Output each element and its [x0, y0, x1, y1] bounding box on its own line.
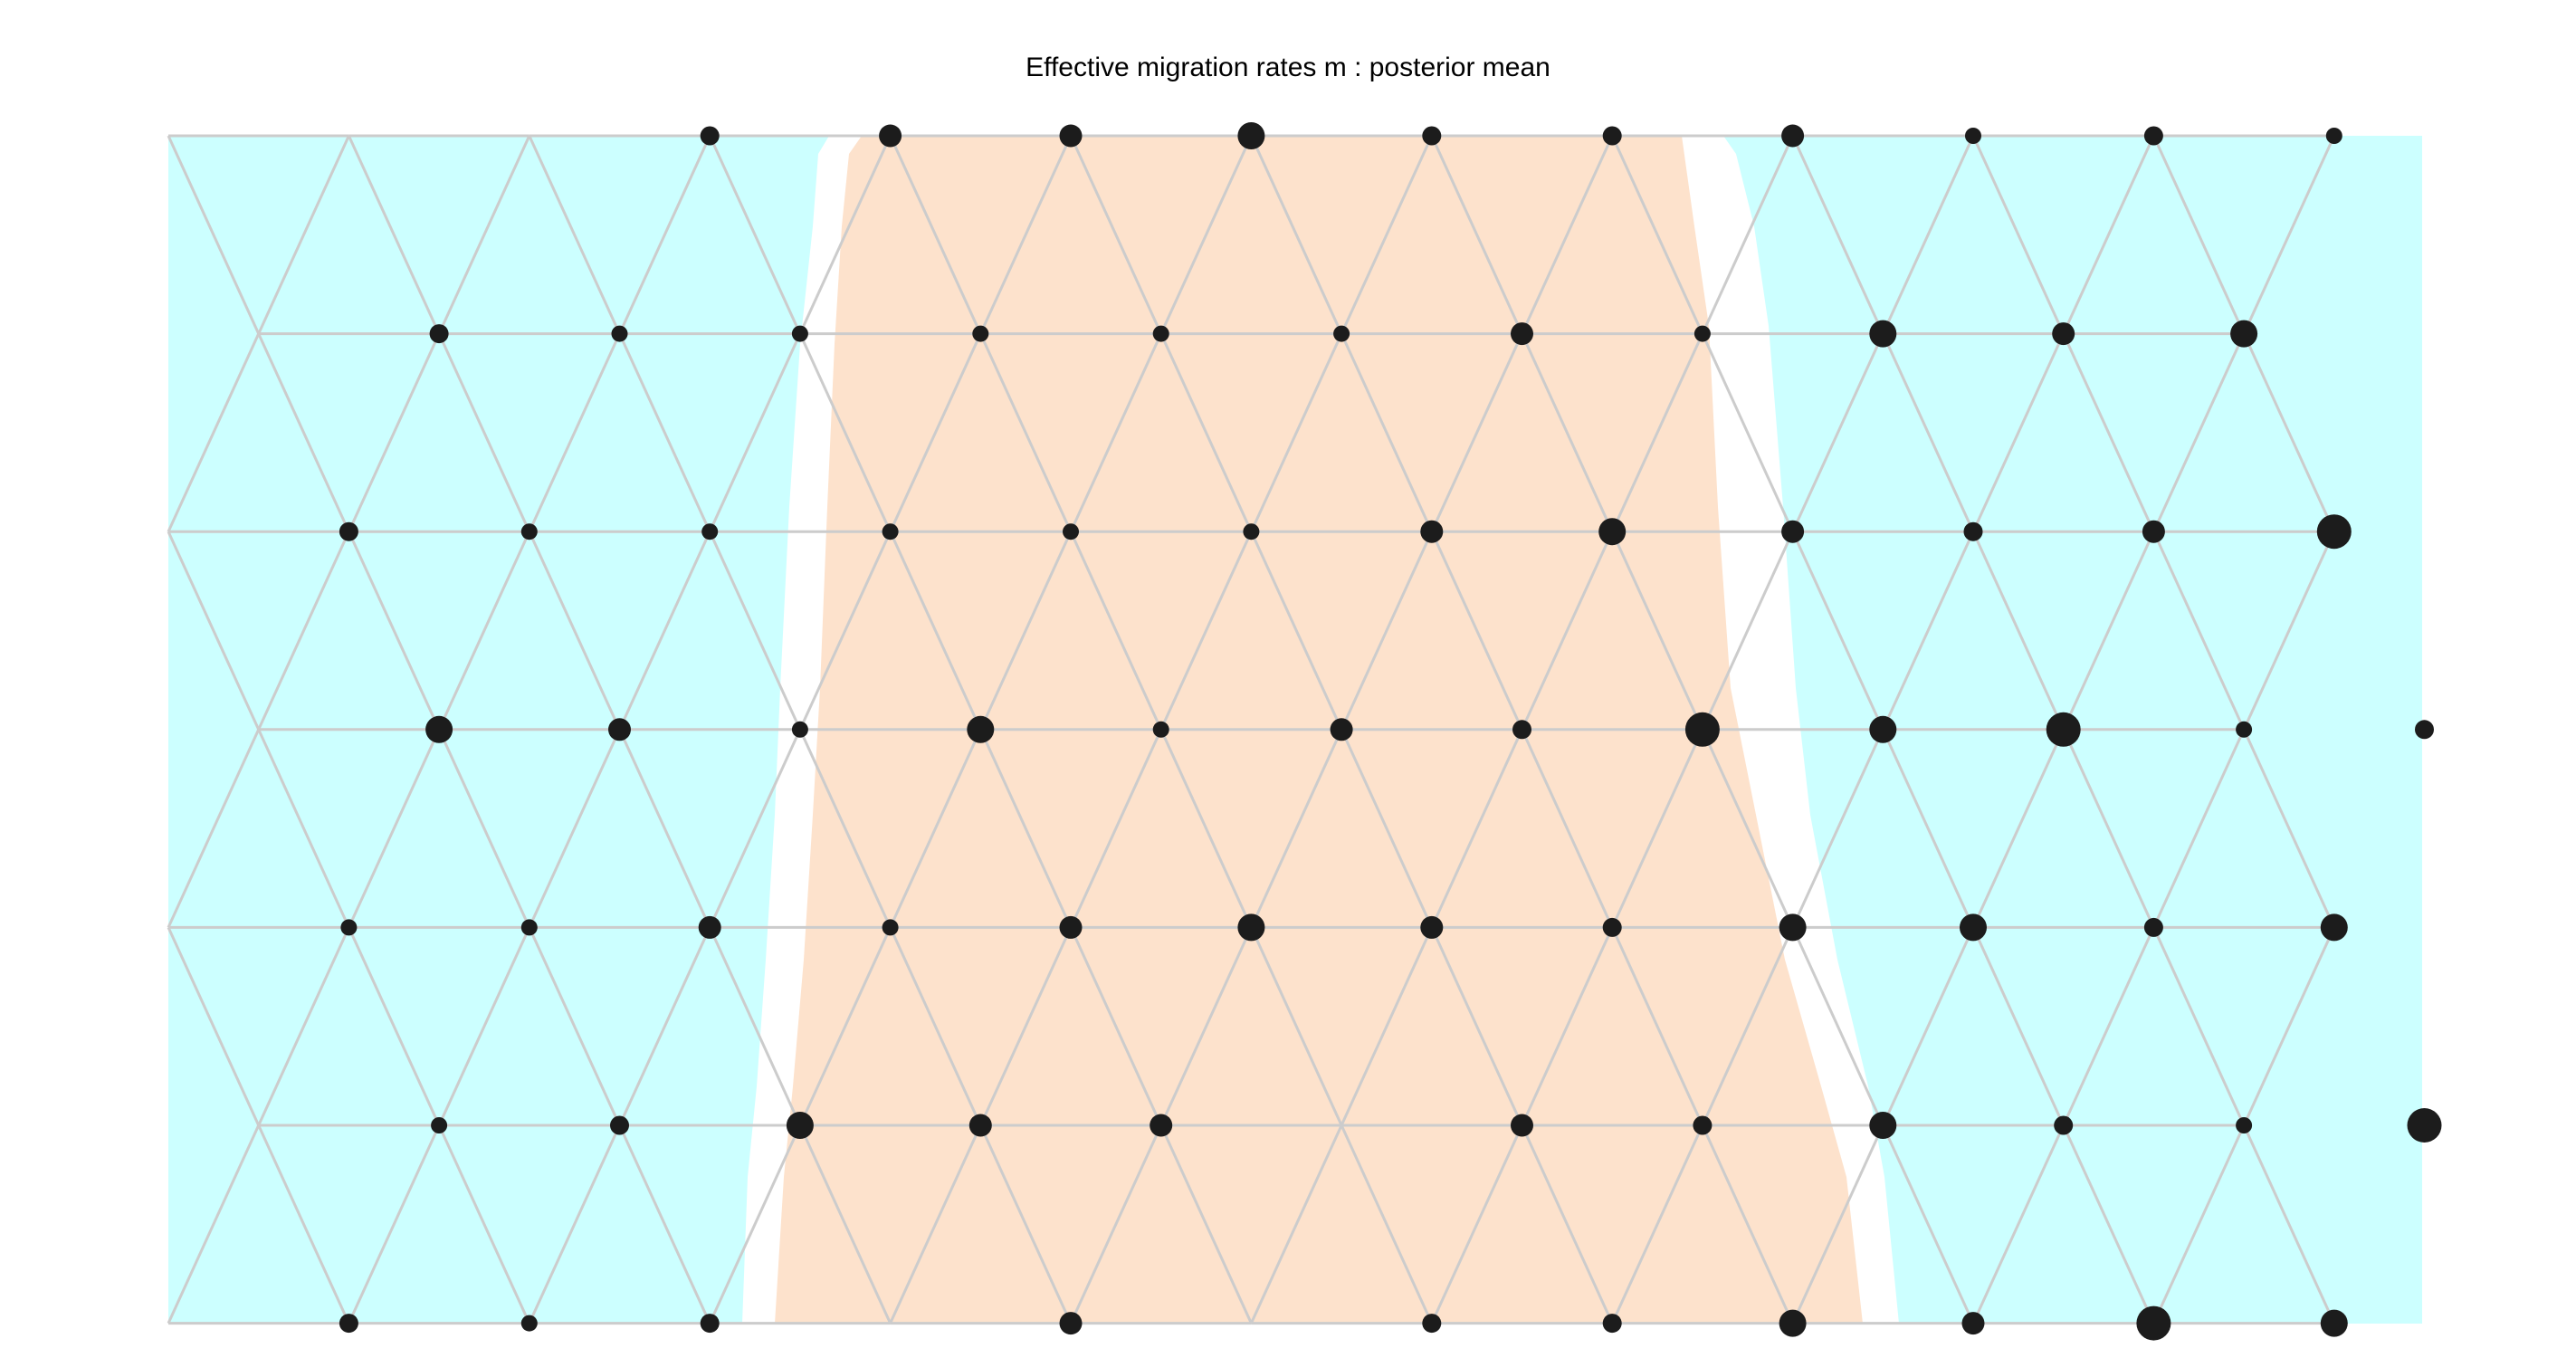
- grid-node: [339, 522, 358, 541]
- grid-node: [608, 718, 631, 741]
- grid-node: [2142, 521, 2165, 543]
- grid-node: [1333, 326, 1350, 342]
- grid-node: [972, 326, 988, 342]
- grid-node: [792, 722, 808, 738]
- grid-node: [610, 1116, 629, 1135]
- grid-node: [2321, 1310, 2348, 1337]
- grid-node: [701, 523, 718, 540]
- grid-node: [612, 326, 628, 342]
- grid-node: [521, 523, 538, 540]
- grid-node: [1869, 716, 1896, 743]
- grid-node: [1603, 918, 1622, 937]
- grid-node: [1869, 1112, 1896, 1139]
- grid-node: [1779, 913, 1807, 941]
- grid-node: [2136, 1306, 2171, 1341]
- grid-node: [1694, 326, 1711, 342]
- grid-node: [1060, 125, 1083, 148]
- grid-node: [1237, 122, 1264, 149]
- grid-node: [879, 125, 902, 148]
- grid-node: [2415, 720, 2434, 739]
- grid-node: [1965, 128, 1981, 144]
- grid-node: [792, 326, 808, 342]
- grid-node: [1781, 521, 1804, 543]
- grid-node: [1603, 127, 1622, 146]
- grid-node: [2144, 918, 2163, 937]
- grid-node: [699, 916, 721, 939]
- grid-node: [1422, 1314, 1441, 1333]
- grid-node: [425, 716, 453, 743]
- grid-node: [2144, 127, 2163, 146]
- grid-node: [1331, 718, 1353, 741]
- grid-node: [701, 1314, 720, 1333]
- grid-node: [787, 1112, 814, 1139]
- grid-node: [339, 1314, 358, 1333]
- grid-node: [1422, 127, 1441, 146]
- grid-node: [1511, 322, 1533, 345]
- grid-node: [1693, 1116, 1712, 1135]
- grid-node: [2230, 320, 2257, 348]
- grid-node: [521, 1315, 538, 1332]
- grid-node: [967, 716, 994, 743]
- grid-node: [1150, 1114, 1172, 1137]
- grid-node: [2321, 913, 2348, 941]
- grid-node: [430, 324, 449, 343]
- grid-node: [2326, 128, 2342, 144]
- grid-node: [1512, 720, 1531, 739]
- grid-node: [1598, 518, 1626, 545]
- grid-node: [340, 919, 357, 935]
- grid-node: [1237, 913, 1264, 941]
- grid-node: [1960, 913, 1987, 941]
- grid-node: [1964, 522, 1983, 541]
- grid-node: [1511, 1114, 1533, 1137]
- grid-node: [2046, 712, 2081, 747]
- grid-node: [1869, 320, 1896, 348]
- grid-node: [2236, 722, 2252, 738]
- grid-node: [1781, 125, 1804, 148]
- grid-node: [1243, 523, 1259, 540]
- grid-node: [1060, 1312, 1083, 1334]
- grid-node: [1685, 712, 1720, 747]
- grid-node: [2236, 1117, 2252, 1133]
- grid-node: [1060, 916, 1083, 939]
- grid-node: [2317, 514, 2352, 549]
- grid-node: [1420, 916, 1443, 939]
- grid-node: [2408, 1108, 2442, 1143]
- grid-node: [969, 1114, 992, 1137]
- grid-node: [1962, 1312, 1985, 1334]
- grid-node: [1779, 1310, 1807, 1337]
- grid-node: [2054, 1116, 2073, 1135]
- grid-node: [521, 919, 538, 935]
- grid-node: [701, 127, 720, 146]
- grid-node: [883, 919, 899, 935]
- grid-node: [1153, 326, 1169, 342]
- grid-node: [883, 523, 899, 540]
- grid-node: [1420, 521, 1443, 543]
- grid-node: [431, 1117, 447, 1133]
- grid-node: [1603, 1314, 1622, 1333]
- grid-node: [1153, 722, 1169, 738]
- grid-node: [2052, 322, 2075, 345]
- grid-node: [1063, 523, 1079, 540]
